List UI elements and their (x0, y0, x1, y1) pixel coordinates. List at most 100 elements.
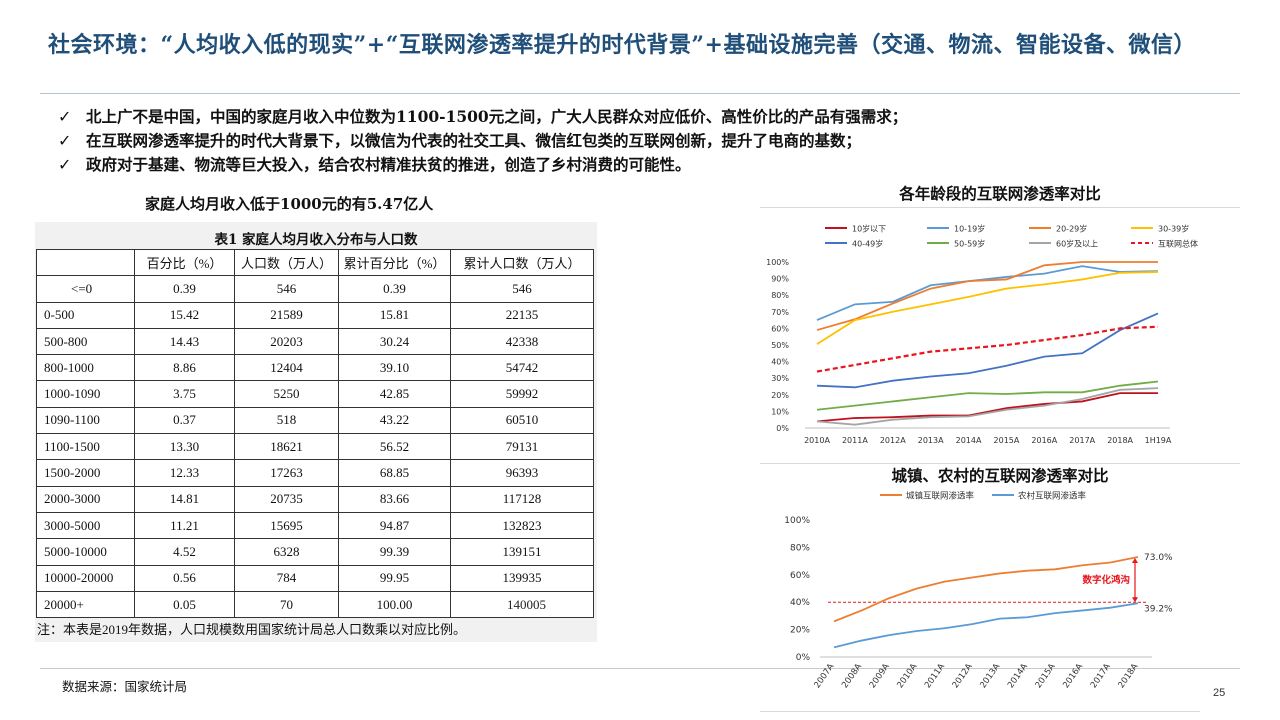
income-distribution-table: 百分比（%） 人口数（万人） 累计百分比（%） 累计人口数（万人） <=0 0.3… (36, 248, 594, 619)
income-range-cell: 1500-2000 (36, 459, 135, 487)
table-cell: 14.81 (134, 485, 235, 513)
x-tick-label: 1H19A (1145, 436, 1172, 445)
x-tick-label: 2013A (978, 662, 1002, 690)
y-tick-label: 40% (790, 598, 810, 608)
chart-divider (760, 711, 1200, 712)
y-tick-label: 20% (790, 626, 810, 636)
y-tick-label: 40% (771, 358, 789, 367)
y-tick-label: 80% (771, 291, 789, 300)
footer-divider (40, 668, 1240, 669)
table-cell: 12404 (234, 354, 339, 382)
table-cell: 11.21 (134, 511, 235, 540)
table-cell: 96393 (450, 459, 594, 487)
legend-label: 60岁及以上 (1056, 239, 1098, 249)
column-header: 累计百分比（%） (338, 248, 451, 277)
chart-divider (760, 207, 1240, 208)
slide-title: 社会环境：“人均收入低的现实”+“互联网渗透率提升的时代背景”+基础设施完善（交… (48, 32, 1196, 58)
table-cell: 42.85 (338, 380, 451, 408)
check-icon: ✓ (58, 130, 72, 150)
table-cell: 0.05 (134, 590, 235, 619)
table-cell: 13.30 (134, 433, 235, 461)
table-cell: 139935 (450, 564, 594, 592)
table-cell: 99.39 (338, 538, 451, 566)
income-range-cell: 1000-1090 (36, 380, 135, 408)
bullet-list: ✓ 北上广不是中国，中国的家庭月收入中位数为1100-1500元之间，广大人民群… (58, 104, 1238, 176)
income-range-cell: 1100-1500 (36, 433, 135, 461)
page-number: 25 (1213, 687, 1226, 699)
table-cell: 54742 (450, 354, 594, 382)
table-cell: 0.39 (134, 275, 235, 303)
x-tick-label: 2012A (880, 436, 906, 445)
income-range-cell: 500-800 (36, 327, 135, 356)
age-penetration-chart: 10岁以下 10-19岁 20-29岁 30-39岁 40-49岁 50-59岁 60岁及以… (766, 224, 1198, 446)
table-cell: 21589 (234, 301, 339, 329)
end-value-label: 39.2% (1144, 604, 1173, 614)
income-range-cell: 5000-10000 (36, 538, 135, 566)
table-row: 1100-1500 13.30 18621 56.52 79131 (36, 433, 594, 461)
table-row: 2000-3000 14.81 20735 83.66 117128 (36, 485, 594, 513)
table-cell: 784 (234, 564, 339, 592)
table-row: 10000-20000 0.56 784 99.95 139935 (36, 564, 594, 592)
table-row: 20000+ 0.05 70 100.00 (36, 590, 594, 619)
table-cell: 15.42 (134, 301, 235, 329)
table-body: <=0 0.39 546 0.39 546 0-500 15.42 21589 15.81 221… (36, 275, 594, 619)
x-tick-label: 2016A (1031, 436, 1057, 445)
table-cell: 0.37 (134, 406, 235, 435)
x-tick-label: 2011A (842, 436, 868, 445)
table-row: 1000-1090 3.75 5250 42.85 59992 (36, 380, 594, 408)
series-line (816, 380, 1159, 411)
x-tick-label: 2013A (918, 436, 944, 445)
table-cell: 60510 (450, 406, 594, 435)
bullet-item: ✓ 在互联网渗透率提升的时代大背景下，以微信为代表的社交工具、微信红包类的互联网… (58, 128, 1238, 152)
legend-label: 20-29岁 (1056, 224, 1087, 234)
table-cell: 5250 (234, 380, 339, 408)
legend-label: 互联网总体 (1158, 239, 1198, 249)
x-tick-label: 2018A (1117, 662, 1141, 690)
x-tick-label: 2015A (1034, 662, 1058, 690)
y-tick-label: 90% (771, 275, 789, 284)
table-cell: 3.75 (134, 380, 235, 408)
y-tick-label: 80% (790, 543, 810, 553)
table-row: 0-500 15.42 21589 15.81 22135 (36, 301, 594, 329)
table-cell: 518 (234, 406, 339, 435)
table-row: <=0 0.39 546 0.39 546 (36, 275, 594, 303)
income-range-cell: 1090-1100 (36, 406, 135, 435)
income-range-cell: 10000-20000 (36, 564, 135, 592)
x-tick-label: 2018A (1107, 436, 1133, 445)
gap-label: 数字化鸿沟 (1081, 574, 1130, 586)
table-cell: 20735 (234, 485, 339, 513)
y-tick-label: 10% (771, 407, 789, 416)
table-cell: 22135 (450, 301, 594, 329)
gap-arrow-head-bottom (1132, 597, 1138, 603)
table-cell: 8.86 (134, 354, 235, 382)
table-cell: 12.33 (134, 459, 235, 487)
y-tick-label: 30% (771, 374, 789, 383)
series-line (816, 387, 1159, 426)
data-source: 数据来源：国家统计局 (62, 679, 188, 694)
table-cell: 42338 (450, 327, 594, 356)
x-tick-label: 2012A (951, 662, 975, 690)
income-range-cell: 20000+ (36, 590, 135, 619)
table-cell: 6328 (234, 538, 339, 566)
y-tick-label: 50% (771, 341, 789, 350)
table-cell: 39.10 (338, 354, 451, 382)
table-row: 3000-5000 11.21 15695 94.87 132823 (36, 511, 594, 540)
legend-label: 10-19岁 (954, 224, 985, 234)
table-cell: 17263 (234, 459, 339, 487)
table-cell: 20203 (234, 327, 339, 356)
table-cell: 68.85 (338, 459, 451, 487)
check-icon: ✓ (58, 154, 72, 174)
column-header: 累计人口数（万人） (450, 248, 594, 277)
x-tick-label: 2010A (804, 436, 830, 445)
x-tick-label: 2015A (994, 436, 1020, 445)
income-range-cell: 0-500 (36, 301, 135, 329)
table-cell: 546 (234, 275, 339, 303)
bullet-text: 北上广不是中国，中国的家庭月收入中位数为1100-1500元之间，广大人民群众对… (86, 107, 908, 126)
y-tick-label: 0% (796, 653, 811, 663)
chart-divider (760, 463, 1240, 464)
table-caption: 表1 家庭人均月收入分布与人口数 (214, 232, 418, 248)
legend-label: 城镇互联网渗透率 (906, 491, 975, 502)
table-cell: 43.22 (338, 406, 451, 435)
x-tick-label: 2007A (813, 662, 837, 690)
income-range-cell: <=0 (36, 275, 135, 303)
